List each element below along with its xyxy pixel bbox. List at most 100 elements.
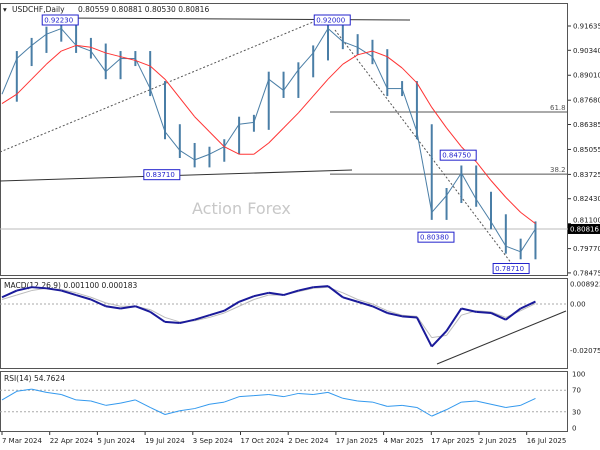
rsi-segment bbox=[209, 401, 225, 405]
y-tick-label: 0.78475 bbox=[573, 269, 600, 277]
macd-signal-segment bbox=[238, 299, 255, 307]
macd-signal-segment bbox=[61, 288, 77, 294]
ma-segment bbox=[194, 116, 210, 133]
price-segment bbox=[105, 58, 121, 73]
macd-segment bbox=[120, 305, 136, 310]
ma-segment bbox=[283, 112, 299, 129]
price-segment bbox=[16, 45, 32, 59]
ma-segment bbox=[105, 52, 121, 58]
price-level-box bbox=[41, 14, 79, 26]
rsi-segment bbox=[164, 410, 180, 415]
dashed-trendline bbox=[334, 29, 516, 269]
ma-segment bbox=[224, 146, 240, 155]
ma-segment bbox=[327, 63, 344, 80]
price-segment bbox=[283, 69, 299, 91]
macd-signal-segment bbox=[416, 316, 433, 338]
rsi-segment bbox=[105, 402, 121, 406]
macd-signal-segment bbox=[402, 314, 417, 317]
rsi-segment bbox=[1, 390, 18, 401]
rsi-segment bbox=[31, 388, 47, 393]
price-level-label: 0.84750 bbox=[442, 152, 471, 160]
macd-signal-segment bbox=[224, 305, 240, 314]
rsi-segment bbox=[342, 397, 358, 402]
macd-segment bbox=[505, 307, 522, 321]
macd-signal-segment bbox=[476, 310, 492, 313]
price-segment bbox=[46, 28, 62, 35]
rsi-segment bbox=[431, 409, 447, 417]
rsi-tick-label: 30 bbox=[572, 408, 581, 416]
ma-segment bbox=[505, 197, 522, 213]
price-level-box bbox=[143, 169, 181, 181]
ma-segment bbox=[372, 50, 388, 58]
price-level-label: 0.80380 bbox=[420, 234, 449, 242]
rsi-segment bbox=[135, 399, 151, 408]
x-tick-label: 2 Dec 2024 bbox=[288, 437, 329, 445]
current-price-tag bbox=[568, 223, 600, 234]
rsi-segment bbox=[372, 401, 388, 407]
macd-panel-frame bbox=[0, 278, 568, 369]
price-segment bbox=[342, 41, 358, 48]
x-tick-label: 3 Sep 2024 bbox=[193, 437, 233, 445]
macd-segment bbox=[90, 298, 107, 308]
macd-segment bbox=[402, 315, 417, 319]
ma-segment bbox=[357, 50, 373, 56]
price-segment bbox=[31, 33, 47, 46]
price-segment bbox=[446, 172, 462, 196]
rsi-segment bbox=[224, 396, 240, 403]
price-segment bbox=[179, 150, 195, 161]
x-tick-label: 4 Mar 2025 bbox=[384, 437, 424, 445]
price-segment bbox=[253, 79, 270, 123]
rsi-segment bbox=[416, 407, 432, 417]
price-segment bbox=[60, 28, 77, 46]
price-level-label: 0.83710 bbox=[146, 171, 175, 179]
macd-signal-segment bbox=[1, 294, 17, 300]
rsi-segment bbox=[76, 399, 91, 402]
x-tick-label: 22 Apr 2024 bbox=[50, 437, 94, 445]
ma-segment bbox=[446, 127, 462, 148]
macd-segment bbox=[1, 289, 18, 299]
macd-segment bbox=[387, 311, 403, 318]
price-segment bbox=[327, 28, 344, 43]
price-segment bbox=[416, 131, 433, 213]
rsi-segment bbox=[90, 400, 106, 406]
macd-signal-segment bbox=[357, 299, 373, 305]
ma-segment bbox=[149, 65, 166, 80]
rsi-segment bbox=[61, 394, 77, 401]
macd-signal-segment bbox=[90, 296, 106, 304]
rsi-tick-label: 100 bbox=[572, 371, 585, 379]
ma-segment bbox=[31, 63, 47, 80]
x-tick-label: 17 Oct 2024 bbox=[241, 437, 285, 445]
price-segment bbox=[268, 78, 284, 91]
price-level-box bbox=[417, 231, 455, 243]
macd-segment bbox=[520, 300, 536, 310]
macd-segment bbox=[298, 286, 314, 292]
macd-signal-segment bbox=[149, 309, 166, 318]
y-tick-label: 0.89010 bbox=[573, 72, 600, 80]
x-tick-label: 7 Mar 2024 bbox=[2, 437, 42, 445]
ma-segment bbox=[209, 131, 225, 148]
price-segment bbox=[505, 245, 521, 253]
price-segment bbox=[209, 146, 225, 155]
ma-segment bbox=[475, 161, 492, 181]
macd-signal-segment bbox=[194, 316, 210, 322]
rsi-label: RSI(14) 54.7624 bbox=[4, 374, 65, 383]
y-tick-label: 0.85055 bbox=[573, 146, 600, 154]
ma-segment bbox=[297, 95, 314, 114]
x-tick-label: 17 Jan 2025 bbox=[336, 437, 378, 445]
macd-segment bbox=[461, 307, 477, 313]
macd-segment bbox=[283, 289, 299, 296]
macd-segment bbox=[31, 286, 47, 290]
price-segment bbox=[372, 56, 388, 89]
macd-segment bbox=[313, 285, 329, 289]
rsi-segment bbox=[283, 392, 299, 398]
macd-segment bbox=[149, 311, 166, 323]
macd-segment bbox=[209, 309, 225, 317]
collapse-triangle-icon[interactable]: ▾ bbox=[3, 5, 7, 14]
price-segment bbox=[90, 50, 107, 72]
y-tick-label: 0.81100 bbox=[573, 216, 600, 224]
ma-segment bbox=[46, 50, 62, 65]
rsi-tick-label: 0 bbox=[572, 425, 576, 433]
y-tick-label: 0.82430 bbox=[573, 195, 600, 203]
